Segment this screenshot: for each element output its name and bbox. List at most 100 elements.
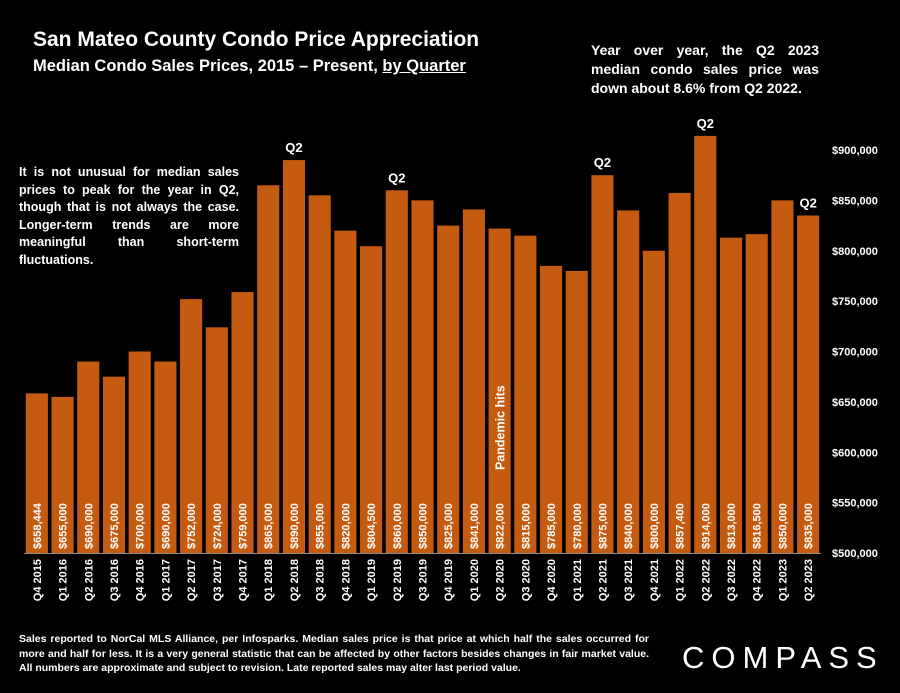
- bar-value-label: $690,000: [160, 503, 172, 549]
- bar: [257, 185, 280, 553]
- chart-title: San Mateo County Condo Price Appreciatio…: [33, 28, 480, 51]
- bar-value-label: $820,000: [340, 503, 352, 549]
- bar-value-label: $804,500: [366, 503, 378, 549]
- footer-disclaimer: Sales reported to NorCal MLS Alliance, p…: [19, 633, 649, 674]
- y-tick-label: $800,000: [832, 246, 878, 258]
- y-tick-label: $750,000: [832, 296, 878, 308]
- bar-value-label: $815,000: [520, 503, 532, 549]
- bar-value-label: $759,000: [238, 503, 250, 549]
- x-tick-label: Q1 2023: [777, 559, 789, 601]
- bar-value-label: $780,000: [572, 503, 584, 549]
- peak-note: It is not unusual for median sales price…: [19, 165, 239, 267]
- bar-value-label: $675,000: [109, 503, 121, 549]
- bar-value-label: $857,400: [675, 503, 687, 549]
- subtitle-by-quarter: by Quarter: [382, 57, 466, 75]
- x-tick-label: Q3 2019: [418, 559, 430, 601]
- bar-value-label: $813,000: [726, 503, 738, 549]
- peak-marker-label: Q2: [285, 140, 302, 155]
- x-tick-label: Q2 2020: [495, 559, 507, 601]
- bar: [128, 351, 151, 553]
- bar: [282, 160, 306, 553]
- x-tick-label: Q2 2019: [392, 559, 404, 601]
- peak-marker-label: Q2: [594, 155, 611, 170]
- x-tick-label: Q3 2018: [315, 559, 327, 601]
- y-tick-label: $600,000: [832, 447, 878, 459]
- bar-value-label: $785,000: [546, 503, 558, 549]
- x-tick-label: Q4 2019: [443, 559, 455, 601]
- pandemic-annotation: Pandemic hits: [494, 385, 508, 470]
- bar: [334, 230, 357, 553]
- bar: [360, 246, 383, 553]
- x-tick-label: Q3 2022: [726, 559, 738, 601]
- x-tick-label: Q4 2016: [135, 559, 147, 601]
- bar: [719, 237, 743, 553]
- bar: [308, 195, 331, 553]
- bar: [694, 135, 717, 553]
- bar: [102, 376, 126, 553]
- y-tick-label: $500,000: [832, 548, 878, 560]
- bar: [385, 190, 408, 554]
- x-tick-label: Q2 2017: [186, 559, 198, 601]
- bar-value-label: $860,000: [392, 503, 404, 549]
- bar: [514, 235, 537, 553]
- y-tick-label: $700,000: [832, 347, 878, 359]
- bar-value-label: $822,000: [495, 503, 507, 549]
- x-tick-label: Q2 2018: [289, 559, 301, 601]
- x-tick-label: Q2 2016: [83, 559, 95, 601]
- x-tick-label: Q2 2022: [700, 559, 712, 601]
- x-tick-label: Q4 2018: [340, 559, 352, 601]
- bar-value-label: $816,500: [752, 503, 764, 549]
- peak-marker-label: Q2: [388, 170, 405, 185]
- bar-value-label: $850,000: [418, 503, 430, 549]
- x-tick-label: Q3 2016: [109, 559, 121, 601]
- bar: [51, 396, 74, 553]
- bar-value-label: $865,000: [263, 503, 275, 549]
- bar-value-label: $690,000: [83, 503, 95, 549]
- x-tick-label: Q1 2022: [675, 559, 687, 601]
- bar-value-label: $855,000: [315, 503, 327, 549]
- y-tick-label: $900,000: [832, 145, 878, 157]
- bar: [77, 361, 100, 553]
- x-tick-label: Q3 2021: [623, 559, 635, 601]
- bar-value-label: $800,000: [649, 503, 661, 549]
- bar: [462, 209, 485, 553]
- x-tick-label: Q2 2023: [803, 559, 815, 601]
- bar-value-label: $724,000: [212, 503, 224, 549]
- bar-value-label: $850,000: [777, 503, 789, 549]
- bar: [488, 228, 511, 553]
- bar: [617, 210, 640, 553]
- peak-marker-label: Q2: [799, 195, 816, 210]
- bar: [745, 234, 768, 553]
- x-tick-label: Q1 2017: [160, 559, 172, 601]
- yoy-note: Year over year, the Q2 2023 median condo…: [591, 42, 819, 96]
- x-tick-label: Q3 2020: [520, 559, 532, 601]
- bar-value-label: $658,444: [32, 502, 44, 549]
- bar-value-label: $890,000: [289, 503, 301, 549]
- x-tick-label: Q1 2018: [263, 559, 275, 601]
- y-tick-label: $550,000: [832, 498, 878, 510]
- x-tick-label: Q1 2019: [366, 559, 378, 601]
- bar: [668, 192, 691, 553]
- x-tick-label: Q1 2021: [572, 559, 584, 601]
- bar-value-label: $835,000: [803, 503, 815, 549]
- x-tick-label: Q4 2020: [546, 559, 558, 601]
- subtitle-text: Median Condo Sales Prices, 2015 – Presen…: [33, 57, 383, 75]
- bar: [231, 292, 254, 553]
- x-tick-label: Q1 2020: [469, 559, 481, 601]
- x-tick-label: Q4 2021: [649, 559, 661, 601]
- bar: [565, 270, 588, 553]
- bar: [797, 215, 820, 554]
- bar-value-label: $840,000: [623, 503, 635, 549]
- y-tick-label: $850,000: [832, 195, 878, 207]
- bar: [411, 200, 434, 553]
- x-tick-label: Q2 2021: [597, 559, 609, 601]
- bar: [154, 361, 177, 553]
- chart-subtitle: Median Condo Sales Prices, 2015 – Presen…: [33, 57, 466, 76]
- bar-value-label: $841,000: [469, 503, 481, 549]
- bar-value-label: $700,000: [135, 503, 147, 549]
- bar: [25, 393, 48, 553]
- bar: [771, 200, 794, 553]
- x-tick-label: Q1 2016: [58, 559, 70, 601]
- bar-value-label: $752,000: [186, 503, 198, 549]
